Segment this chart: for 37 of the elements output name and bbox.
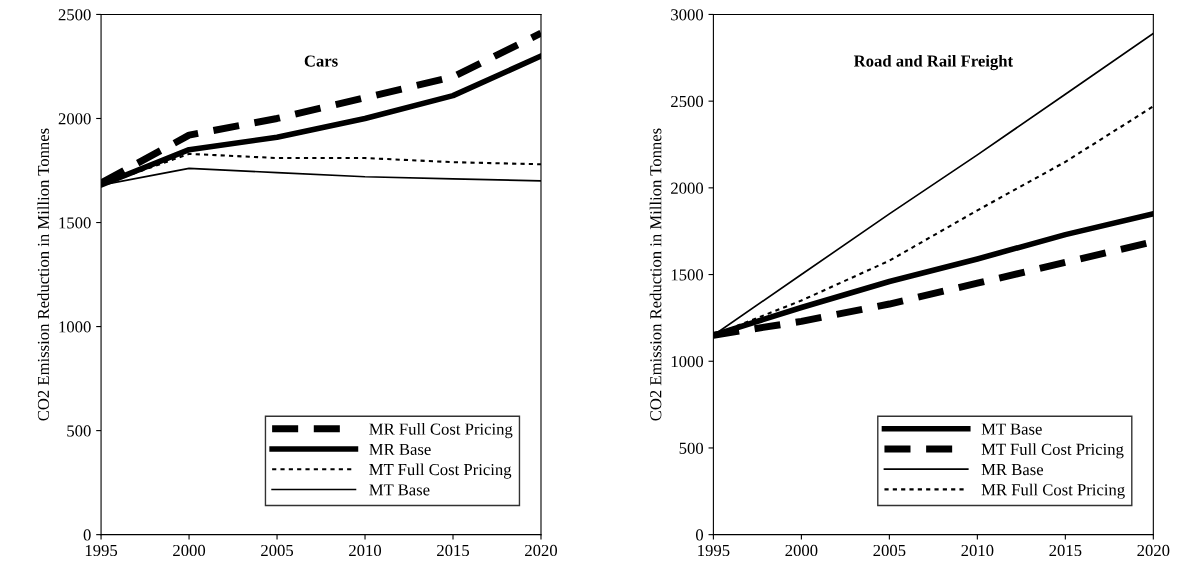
- y-tick-label: 1000: [671, 355, 704, 368]
- x-tick-label: 2010: [961, 544, 994, 557]
- x-tick-label: 2010: [349, 544, 382, 557]
- legend-label: MR Base: [369, 443, 431, 455]
- x-tick-label: 2020: [1137, 544, 1170, 557]
- y-axis-title: CO2 Emission Reduction in Million Tonnes: [649, 128, 662, 421]
- legend-label: MT Base: [369, 484, 430, 496]
- y-tick-label: 2000: [58, 113, 91, 125]
- legend-label: MR Base: [981, 464, 1044, 476]
- y-tick-label: 1500: [59, 217, 91, 229]
- legend-label: MT Full Cost Pricing: [369, 463, 512, 479]
- x-tick-label: 2000: [173, 544, 206, 557]
- text: Cars: [304, 55, 338, 67]
- x-tick-label: 1995: [85, 544, 118, 557]
- y-tick-label: 2000: [671, 182, 704, 194]
- y-tick-label: 3000: [671, 9, 704, 21]
- text: Road and Rail Freight: [853, 54, 1014, 71]
- legend-label: MR Full Cost Pricing: [981, 483, 1125, 499]
- y-tick-label: 0: [695, 529, 704, 541]
- y-tick-label: 0: [83, 529, 91, 541]
- y-tick-label: 1500: [671, 269, 704, 281]
- x-tick-label: 1995: [698, 544, 730, 557]
- y-tick-label: 1000: [59, 321, 91, 333]
- x-tick-label: 2020: [525, 544, 558, 557]
- x-tick-label: 2005: [261, 544, 294, 557]
- y-tick-label: 2500: [671, 95, 704, 108]
- y-axis-title: CO2 Emission Reduction in Million Tonnes: [37, 128, 50, 421]
- x-tick-label: 2000: [785, 544, 818, 557]
- x-tick-label: 2015: [437, 544, 470, 557]
- x-tick-label: 2005: [873, 544, 906, 557]
- legend-label: MR Full Cost Pricing: [369, 422, 513, 439]
- y-tick-label: 500: [67, 425, 91, 437]
- x-tick-label: 2015: [1049, 544, 1082, 557]
- legend-label: MT Full Cost Pricing: [981, 443, 1124, 459]
- y-tick-label: 500: [679, 442, 704, 454]
- y-tick-label: 2500: [58, 9, 91, 21]
- legend-label: MT Base: [981, 423, 1042, 435]
